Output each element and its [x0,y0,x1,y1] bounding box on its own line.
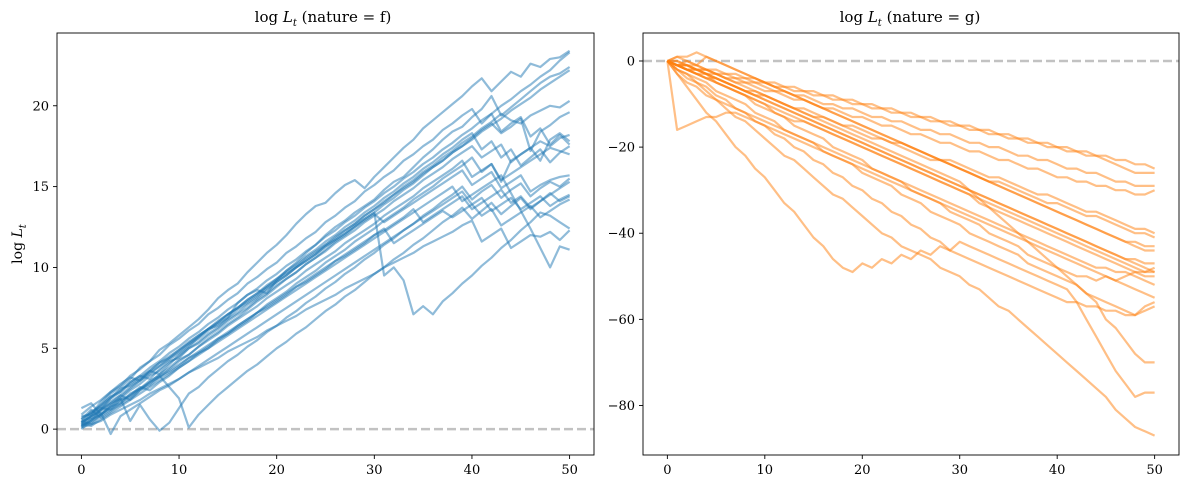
series-line-7 [81,146,570,426]
series-line-9 [81,180,571,426]
series-line-15 [81,174,570,427]
chart-title-f: log Lt (nature = f) [255,8,392,29]
series-line-18 [666,51,1155,248]
x-tick-label: 0 [663,463,671,478]
series-line-10 [80,198,571,416]
series-line-10 [666,59,1155,187]
series-line-11 [666,60,1156,317]
series-line-5 [80,133,570,429]
y-tick-label: 20 [32,99,49,114]
series-line-19 [80,107,571,416]
series-group [643,51,1179,437]
x-tick-label: 10 [757,463,774,478]
x-tick-label: 40 [1049,463,1066,478]
plot-area-f: 0 10 20 30 40 50 0 5 10 15 20 [32,32,595,478]
series-line-19 [667,59,1156,170]
series-line-16 [81,219,571,429]
series-line-18 [80,69,571,424]
y-tick-label: −60 [608,313,635,328]
series-line-3 [666,59,1155,265]
series-line-17 [667,59,1156,282]
series-line-20 [666,59,1156,274]
series-line-12 [666,60,1156,286]
series-line-9 [666,59,1156,239]
series-line-5 [666,60,1155,398]
y-axis-label: log Lt [10,223,29,264]
panel-nature-g: log Lt (nature = g) 0 10 20 30 40 50 0 −20 −40 −6… [608,8,1180,478]
x-tick-label: 10 [171,463,188,478]
series-line-12 [80,177,571,432]
y-tick-label: 0 [627,54,635,69]
x-tick-label: 20 [854,463,871,478]
plot-area-g: 0 10 20 30 40 50 0 −20 −40 −60 −80 [608,32,1180,478]
x-tick-label: 30 [366,463,383,478]
series-line-15 [666,59,1155,174]
series-line-11 [80,190,571,436]
series-line-20 [80,132,571,427]
y-tick-label: 10 [32,261,49,276]
x-tick-label: 50 [1146,463,1163,478]
y-tick-label: 15 [32,180,49,195]
series-line-8 [666,59,1156,196]
y-tick-label: 5 [41,342,49,357]
x-tick-label: 40 [464,463,481,478]
x-tick-label: 0 [77,463,85,478]
x-tick-label: 50 [561,463,578,478]
series-line-6 [80,132,571,421]
axes-frame [642,32,1180,456]
series-group [57,49,594,436]
x-tick-label: 30 [951,463,968,478]
y-tick-label: 0 [41,423,49,438]
panel-nature-f: log Lt (nature = f) log Lt 0 10 20 30 40 50 0 5… [10,8,595,478]
y-tick-label: −80 [608,399,635,414]
series-line-6 [666,60,1156,437]
y-tick-label: −20 [608,141,635,156]
y-tick-label: −40 [608,227,635,242]
x-tick-label: 20 [268,463,285,478]
axes-frame [56,32,595,456]
chart-title-g: log Lt (nature = g) [840,8,981,29]
series-line-4 [666,55,1155,364]
series-line-1 [80,49,571,426]
